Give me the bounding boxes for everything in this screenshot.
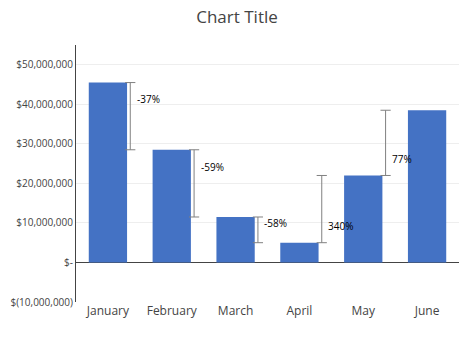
svg-text:June: June: [414, 302, 440, 319]
svg-text:February: February: [147, 302, 198, 319]
svg-text:May: May: [352, 302, 376, 319]
svg-text:-58%: -58%: [264, 216, 287, 230]
svg-text:$20,000,000: $20,000,000: [16, 176, 73, 190]
svg-text:$(10,000,000): $(10,000,000): [10, 295, 73, 309]
svg-text:March: March: [218, 302, 253, 319]
svg-text:$10,000,000: $10,000,000: [16, 215, 73, 229]
svg-text:$-: $-: [64, 255, 73, 269]
svg-text:77%: 77%: [392, 152, 412, 166]
svg-text:-59%: -59%: [201, 160, 224, 174]
svg-text:$40,000,000: $40,000,000: [16, 97, 73, 111]
svg-text:April: April: [286, 302, 312, 319]
svg-text:$50,000,000: $50,000,000: [16, 57, 73, 71]
svg-text:$30,000,000: $30,000,000: [16, 136, 73, 150]
svg-text:Chart Title: Chart Title: [196, 5, 278, 28]
svg-text:340%: 340%: [328, 219, 353, 233]
svg-text:January: January: [86, 302, 130, 319]
svg-text:-37%: -37%: [137, 92, 160, 106]
